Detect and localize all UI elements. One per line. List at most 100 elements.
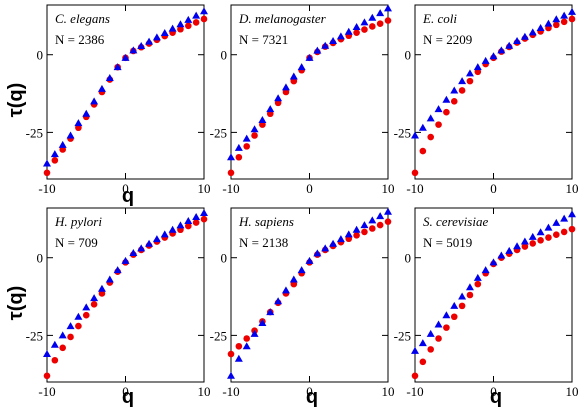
data-point-triangle [520,32,529,40]
data-point-triangle [43,159,51,167]
y-tick-label: -25 [26,125,43,140]
data-point-circle [90,301,98,308]
data-point-triangle [82,303,91,311]
data-point-circle [450,98,458,105]
data-point-circle [274,99,282,107]
data-point-triangle [160,28,169,36]
data-point-circle [521,243,529,250]
data-point-circle [75,124,82,132]
data-point-triangle [544,223,553,231]
data-point-triangle [465,69,474,77]
data-point-circle [185,22,192,30]
x-tick-label: 10 [566,384,579,399]
data-point-circle [474,280,482,288]
data-point-circle [51,356,59,364]
data-point-triangle [176,221,185,229]
data-point-triangle [336,32,345,40]
series-triangle [227,4,392,161]
panel-title: H. pylori [54,214,102,229]
y-tick-label: 0 [405,48,412,63]
data-point-triangle [329,239,338,247]
data-point-circle [59,146,66,153]
data-point-triangle [50,340,59,348]
data-point-circle [384,218,392,225]
data-point-circle [67,333,74,341]
data-point-triangle [274,94,283,102]
data-point-triangle [465,283,474,291]
data-point-triangle [321,41,330,49]
data-point-triangle [411,131,419,139]
data-point-circle [259,121,266,128]
data-point-triangle [121,53,130,61]
data-point-triangle [434,320,443,328]
data-point-circle [43,169,51,177]
data-point-circle [266,110,274,118]
data-point-triangle [481,266,490,274]
x-tick-label: -10 [38,384,55,399]
x-axis-title-bottom-middle: q [306,386,318,407]
data-point-triangle [368,216,377,224]
data-point-circle [545,234,552,241]
data-point-circle [59,344,66,352]
data-point-triangle [43,350,51,358]
chart-panel-4: -10 0 10 -25 0 H. pylori N = 709 [26,207,211,399]
data-point-circle [458,302,466,310]
data-point-triangle [426,114,435,122]
data-point-triangle [129,46,138,54]
data-point-circle [235,342,243,350]
data-point-triangle [305,53,314,61]
panel-sample-size: N = 2386 [55,32,105,47]
data-point-triangle [145,239,154,247]
data-point-triangle [266,308,275,316]
data-point-triangle [329,37,338,45]
x-tick-label: 10 [566,181,579,196]
data-point-triangle [473,273,482,281]
data-point-triangle [344,27,353,35]
panel-title: D. melanogaster [238,11,327,26]
data-point-triangle [234,354,243,362]
data-point-triangle [473,63,482,71]
data-point-triangle [192,11,201,19]
data-point-triangle [192,213,201,221]
y-tick-label: 0 [221,251,228,266]
series-triangle [43,7,208,167]
data-point-triangle [552,15,561,23]
x-tick-label: 0 [490,384,497,399]
data-point-triangle [513,37,522,45]
data-point-circle [419,358,427,366]
data-point-circle [185,222,192,230]
data-point-triangle [242,134,251,142]
data-point-circle [243,143,250,150]
data-point-triangle [352,225,361,233]
data-point-triangle [168,24,177,32]
series-triangle [43,208,208,358]
data-point-triangle [266,105,275,113]
data-point-circle [450,313,458,321]
data-point-triangle [544,19,553,27]
data-point-triangle [145,37,154,45]
data-point-circle [200,215,208,223]
data-point-triangle [74,119,83,127]
data-point-triangle [560,214,569,222]
x-tick-label: 0 [122,384,129,399]
x-tick-label: 10 [382,384,395,399]
data-point-circle [411,169,419,177]
data-point-triangle [376,212,385,220]
data-point-triangle [481,56,490,64]
data-point-triangle [258,115,267,123]
data-point-circle [411,372,419,380]
data-point-triangle [90,294,99,302]
data-point-triangle [411,346,419,354]
data-point-triangle [234,143,243,151]
x-tick-label: 10 [198,181,211,196]
y-tick-label: -25 [394,125,411,140]
data-point-circle [458,87,466,94]
data-point-circle [361,228,368,236]
data-point-circle [243,335,250,342]
data-point-triangle [105,74,114,82]
data-point-triangle [305,256,314,264]
data-point-triangle [200,7,208,15]
data-point-circle [353,232,360,239]
data-point-triangle [289,275,298,283]
data-point-circle [466,291,474,299]
